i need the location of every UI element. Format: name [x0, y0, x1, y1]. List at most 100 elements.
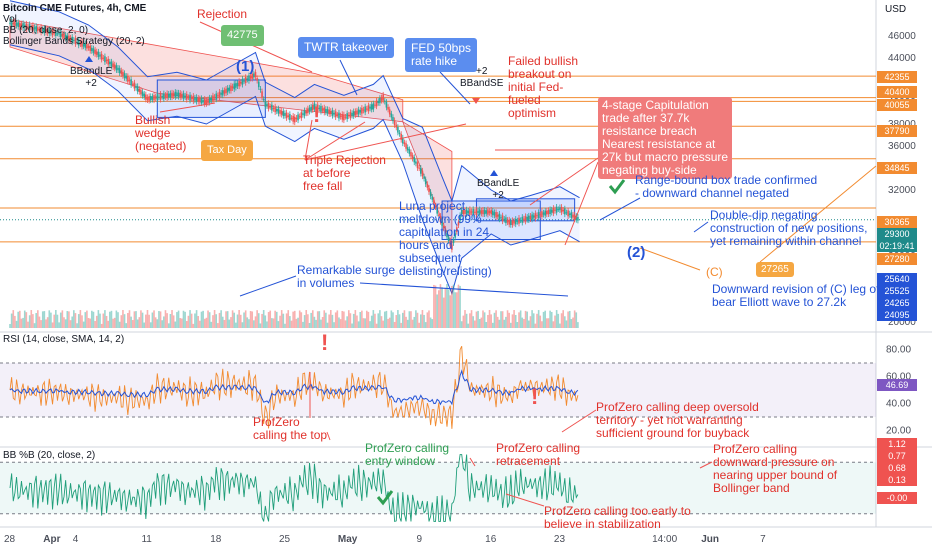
candle-body-193	[325, 108, 327, 113]
time-tick-Apr: Apr	[43, 534, 60, 545]
volume-bar-104	[179, 318, 182, 328]
volume-bar-90	[156, 319, 159, 328]
symbol-title[interactable]: Bitcoin CME Futures, 4h, CME	[3, 3, 147, 14]
annotation-triple-rejection: Triple Rejection at before free fall	[303, 153, 386, 193]
candle-body-320	[532, 215, 535, 218]
rsi-ma-line	[9, 369, 579, 406]
bb-indicator-label[interactable]: BB (20, close, 2, 0)	[3, 25, 89, 36]
bb-percent-panel-title[interactable]: BB %B (20, close, 2)	[3, 450, 96, 461]
volume-bar-205	[344, 320, 347, 328]
volume-bar-251	[420, 314, 422, 328]
volume-bar-160	[271, 318, 273, 328]
arrow-triple-3	[304, 123, 467, 161]
volume-bar-89	[154, 317, 157, 328]
volume-bar-314	[523, 318, 525, 328]
volume-bar-17	[37, 310, 39, 328]
volume-bar-239	[400, 322, 402, 328]
volume-bar-183	[308, 322, 311, 328]
volume-bar-328	[546, 318, 548, 328]
candle-body-150	[254, 72, 257, 77]
volume-bar-167	[282, 313, 285, 328]
candle-body-295	[492, 210, 494, 216]
volume-bar-324	[539, 315, 542, 328]
volume-bar-277	[462, 315, 465, 328]
candle-body-227	[380, 97, 383, 101]
volume-bar-115	[197, 316, 200, 328]
annotation-range-bound: Range-bound box trade confirmed - downwa…	[635, 173, 818, 200]
arrow-pz-early	[505, 493, 545, 507]
candle-body-308	[513, 220, 515, 224]
volume-bar-276	[460, 321, 463, 328]
volume-bar-302	[503, 319, 506, 328]
volume-bar-126	[215, 314, 218, 328]
volume-bar-151	[256, 310, 258, 328]
signal-bbandle-top: BBandLE +2	[70, 66, 113, 89]
candle-body-46	[84, 43, 87, 48]
candle-body-299	[498, 213, 501, 220]
volume-bar-337	[560, 313, 563, 328]
rsi-panel-title[interactable]: RSI (14, close, SMA, 14, 2)	[3, 334, 125, 345]
candle-body-172	[290, 117, 293, 119]
candle-body-263	[439, 215, 442, 222]
volume-bar-185	[311, 310, 314, 328]
volume-bar-117	[200, 311, 203, 328]
candle-body-251	[420, 167, 422, 174]
candle-body-307	[511, 220, 514, 225]
rsi-tick-60.00: 60.00	[886, 372, 911, 383]
candle-body-221	[370, 104, 373, 110]
candle-body-273	[456, 227, 458, 232]
signal-arrow-bbandle-top	[85, 56, 93, 62]
candle-body-3	[14, 21, 16, 27]
arrow-pz-top-2	[326, 431, 331, 441]
volume-bar-189	[318, 311, 321, 328]
volume-bar-20	[41, 311, 44, 328]
volume-bar-60	[107, 320, 109, 328]
volume-bar-133	[226, 311, 229, 328]
candle-body-230	[385, 101, 388, 108]
candle-body-335	[557, 209, 560, 211]
candle-body-232	[388, 109, 391, 115]
volume-bar-329	[547, 318, 550, 328]
volume-bar-318	[529, 316, 532, 328]
candle-body-80	[140, 89, 142, 95]
candle-body-11	[27, 26, 29, 28]
candle-body-114	[195, 97, 198, 102]
arrow-double-dip	[693, 221, 709, 233]
candle-body-315	[524, 216, 527, 222]
volume-bar-11	[27, 321, 29, 328]
annotation-double-dip: Double-dip negating construction of new …	[710, 208, 868, 248]
currency-label: USD	[885, 4, 907, 15]
candle-body-156	[264, 101, 267, 107]
candle-body-270	[451, 244, 453, 250]
volume-bar-62	[110, 310, 113, 328]
badge-42775: 42775	[221, 25, 264, 46]
candle-body-210	[352, 111, 355, 117]
volume-bar-224	[375, 323, 378, 328]
volume-bar-210	[352, 313, 355, 328]
price-label-27280: 27280	[877, 253, 917, 265]
volume-bar-158	[267, 312, 270, 328]
candle-body-260	[434, 205, 437, 208]
bb-strategy-label[interactable]: Bollinger Bands Strategy (20, 2)	[3, 36, 145, 47]
volume-bar-71	[125, 323, 128, 328]
candle-body-105	[181, 94, 183, 98]
volume-label-24095: 24095	[877, 309, 917, 321]
candle-body-167	[282, 111, 285, 117]
candle-body-310	[516, 220, 519, 222]
candle-body-235	[393, 120, 396, 126]
candle-body-49	[89, 45, 91, 51]
volume-bar-341	[567, 311, 569, 328]
candle-body-243	[406, 147, 409, 151]
volume-bar-111	[190, 313, 193, 328]
candle-body-321	[534, 213, 537, 219]
candle-body-113	[194, 97, 196, 101]
candle-body-323	[537, 212, 540, 219]
candle-body-313	[521, 216, 524, 223]
candle-body-182	[307, 108, 309, 114]
volume-bar-168	[284, 323, 286, 328]
candle-body-96	[166, 93, 168, 99]
candle-body-87	[151, 96, 154, 100]
candle-body-89	[154, 96, 157, 99]
candle-body-33	[63, 33, 65, 39]
candle-body-300	[500, 217, 502, 219]
